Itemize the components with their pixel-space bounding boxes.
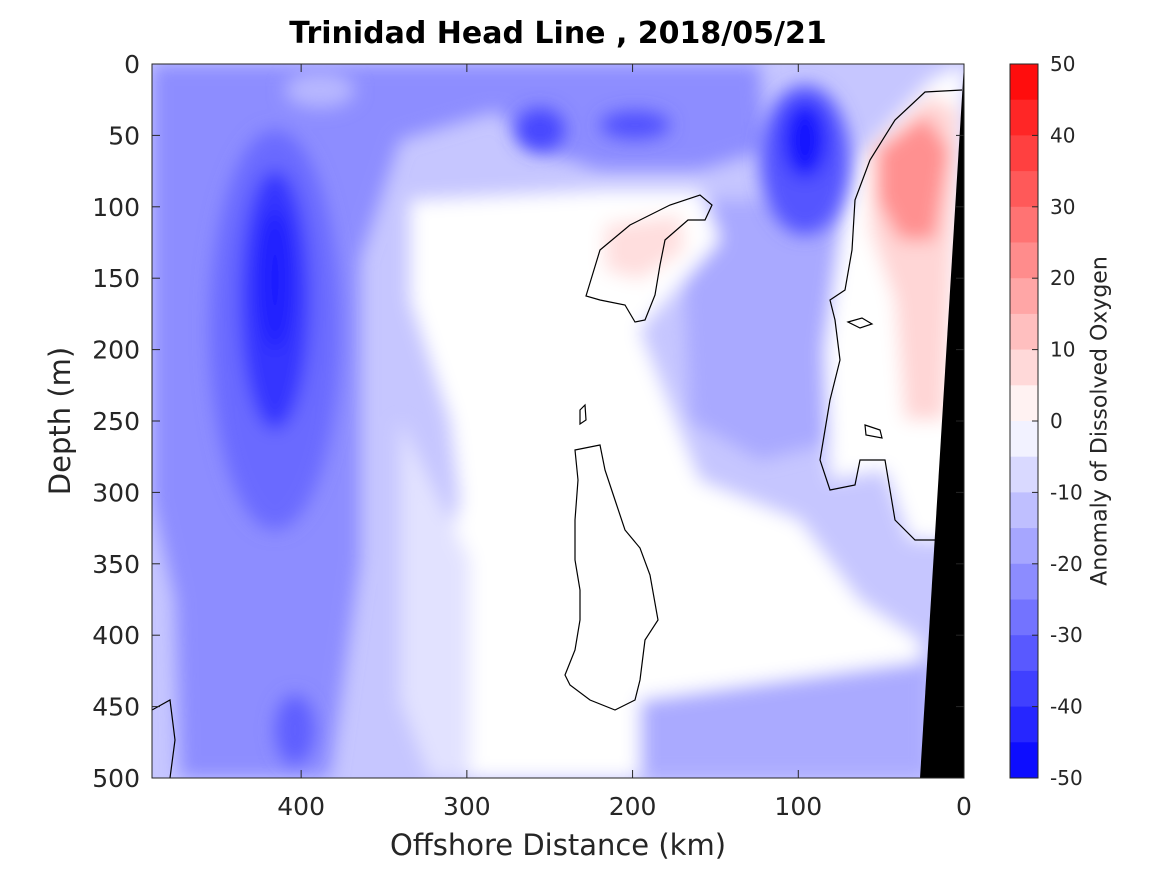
anomaly-field: [152, 64, 964, 778]
low-patch-deep: [275, 695, 315, 765]
zero-contour-upper: [585, 194, 713, 323]
deep-band-low: [640, 660, 930, 778]
zero-contour-small-2: [864, 424, 883, 439]
bathymetry-mask: [920, 64, 964, 778]
colorbar-segment: [1010, 349, 1038, 386]
low-core-upper-right: [600, 111, 670, 139]
colorbar-label: Anomaly of Dissolved Oxygen: [1087, 256, 1113, 586]
colorbar-tick-label: -30: [1050, 623, 1083, 647]
colorbar-tick-label: -40: [1050, 695, 1083, 719]
colorbar-segment: [1010, 206, 1038, 243]
y-tick-label: 100: [92, 193, 140, 222]
y-tick-label: 350: [92, 550, 140, 579]
colorbar-segment: [1010, 313, 1038, 351]
colorbar-segment: [1010, 385, 1038, 422]
colorbar-tick-label: -50: [1050, 766, 1083, 790]
near-zero-mid: [400, 420, 470, 778]
low-core-nearshore: [783, 102, 827, 178]
y-tick-label: 500: [92, 764, 140, 793]
zero-contour-deep: [564, 444, 659, 711]
colorbar-tick-label: 30: [1050, 195, 1075, 219]
zero-contour-edge: [152, 699, 176, 778]
low-core-upper-left: [515, 108, 565, 152]
colorbar-segment: [1010, 670, 1038, 708]
axes-ticks: 400 300 200 100 0 0 50 100 150 200 250 300 350 400 450…: [92, 50, 972, 821]
x-tick-label: 100: [774, 792, 822, 821]
y-tick-label: 200: [92, 336, 140, 365]
colorbar-segment: [1010, 135, 1038, 172]
colorbar-tick-label: 0: [1050, 409, 1063, 433]
colorbar-segment: [1010, 171, 1038, 208]
zero-contour-nearshore: [819, 89, 963, 541]
colorbar-segment: [1010, 242, 1038, 279]
zero-contour-small-3: [579, 403, 587, 426]
y-tick-label: 400: [92, 621, 140, 650]
y-tick-label: 450: [92, 693, 140, 722]
low-core-offshore-peak: [259, 210, 291, 350]
colorbar-tick-label: 20: [1050, 266, 1075, 290]
colorbar-segment: [1010, 635, 1038, 672]
colorbar-segment: [1010, 742, 1038, 779]
y-tick-label: 50: [108, 121, 140, 150]
colorbar-segment: [1010, 64, 1038, 101]
chart-title: Trinidad Head Line , 2018/05/21: [289, 16, 827, 51]
x-tick-label: 400: [277, 792, 325, 821]
y-tick-label: 150: [92, 264, 140, 293]
zero-contours: [152, 89, 963, 778]
y-tick-label: 250: [92, 407, 140, 436]
near-zero-region: [410, 190, 925, 778]
x-tick-label: 300: [443, 792, 491, 821]
y-tick-label: 300: [92, 478, 140, 507]
colorbar-segment: [1010, 563, 1038, 600]
colorbar-tick-label: -20: [1050, 552, 1083, 576]
x-tick-label: 0: [956, 792, 972, 821]
colorbar-segment: [1010, 706, 1038, 743]
zero-contour-small: [846, 317, 874, 329]
colorbar-tick-label: -10: [1050, 480, 1083, 504]
colorbar-tick-label: 50: [1050, 52, 1075, 76]
colorbar-tick-label: 40: [1050, 123, 1075, 147]
colorbar-segment: [1010, 456, 1038, 493]
colorbar-tick-label: 10: [1050, 338, 1075, 362]
nearshore-column-low: [680, 200, 840, 460]
colorbar-segment: [1010, 492, 1038, 529]
y-axis-label: Depth (m): [43, 346, 77, 496]
x-tick-label: 200: [609, 792, 657, 821]
colorbar-segment: [1010, 528, 1038, 565]
x-axis-label: Offshore Distance (km): [389, 828, 727, 862]
colorbar-segment: [1010, 278, 1038, 315]
positive-patch-offshore: [605, 215, 685, 280]
colorbar-segment: [1010, 599, 1038, 636]
colorbar-segment: [1010, 99, 1038, 136]
high-patch-surface: [285, 72, 355, 108]
y-tick-label: 0: [124, 50, 140, 79]
positive-anomaly-core: [878, 115, 950, 240]
colorbar-segment: [1010, 421, 1038, 458]
colorbar: 50 40 30 20 10 0 -10 -20 -30 -40 -50: [1009, 52, 1083, 790]
